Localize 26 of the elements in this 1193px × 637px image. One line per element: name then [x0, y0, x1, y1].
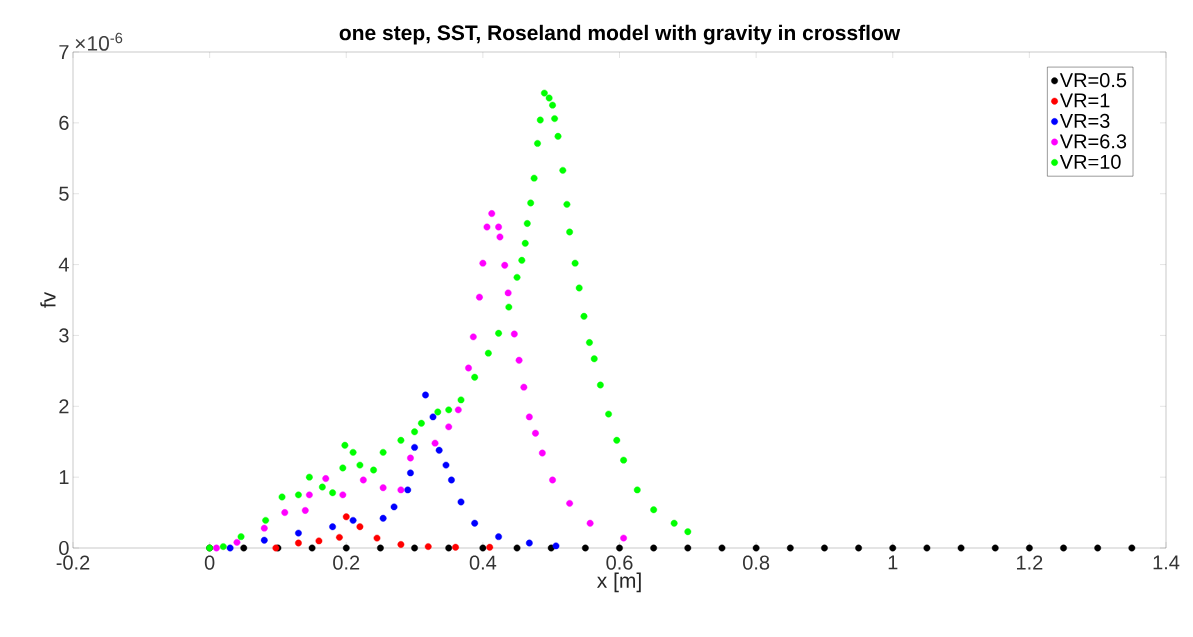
legend-label: VR=6.3: [1059, 134, 1127, 149]
y-tick-label: 4: [58, 257, 69, 272]
x-tick-label: 1.4: [1153, 555, 1180, 570]
legend-label: VR=1: [1059, 93, 1110, 108]
legend-label: VR=10: [1059, 154, 1121, 169]
y-axis-title: fv: [40, 291, 56, 308]
x-tick-label: 1.2: [1017, 555, 1043, 570]
y-tick-label: 1: [59, 470, 69, 485]
x-tick-label: 0.2: [333, 555, 360, 570]
y-tick-label: 7: [59, 45, 69, 59]
y-tick-label: 3: [59, 328, 69, 343]
chart-title: one step, SST, Roseland model with gravity in crossflow: [339, 24, 901, 45]
y-tick-label: 2: [59, 399, 69, 414]
x-tick-label: -0.2: [56, 555, 90, 570]
x-tick-label: 1: [888, 555, 898, 570]
x-axis-title: x [m]: [596, 572, 641, 593]
x-tick-label: 0: [204, 555, 215, 570]
y-tick-label: 0: [59, 540, 69, 556]
legend-label: VR=0.5: [1059, 73, 1127, 88]
x-tick-label: 0.8: [743, 555, 770, 570]
x-tick-label: 0.6: [606, 555, 633, 570]
y-tick-label: 6: [59, 115, 69, 130]
x-tick-label: 0.4: [469, 555, 497, 570]
text: ×10$^{-6}$: [75, 32, 123, 51]
legend-label: VR=3: [1059, 113, 1110, 128]
y-tick-label: 5: [59, 186, 69, 201]
